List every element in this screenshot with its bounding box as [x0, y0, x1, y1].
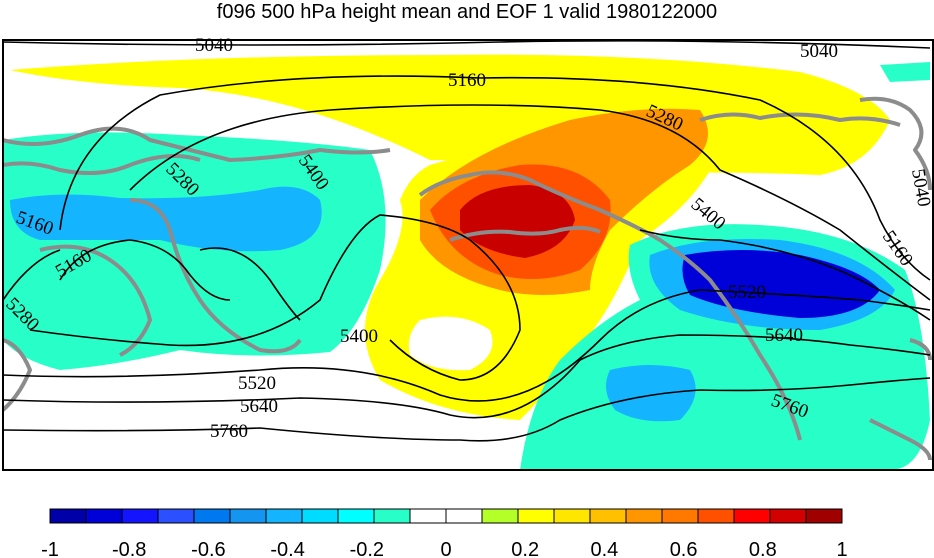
colorbar-swatch: [229, 508, 267, 524]
colorbar-swatch: [553, 508, 591, 524]
contour-label: 5640: [240, 396, 278, 417]
colorbar-swatch: [769, 508, 807, 524]
colorbar-swatch: [373, 508, 411, 524]
colorbar-swatch: [121, 508, 159, 524]
colorbar-swatch: [193, 508, 231, 524]
colorbar-tick-label: 0.6: [670, 539, 698, 558]
contour-5160-inner: [59, 239, 231, 301]
contour-label: 5520: [728, 282, 766, 303]
colorbar-swatch: [733, 508, 771, 524]
colorbar-tick-label: 1: [836, 539, 847, 558]
shade-darkred: [460, 185, 575, 258]
colorbar-tick-labels: -1 -0.8 -0.6 -0.4 -0.2 0 0.2 0.4 0.6 0.8 1: [41, 539, 847, 558]
plot-frame: [2, 39, 934, 471]
colorbar-swatch: [85, 508, 123, 524]
coastlines: [3, 96, 932, 461]
colorbar-tick-label: 0.2: [511, 539, 539, 558]
shade-negative-topright: [880, 62, 930, 82]
colorbar-tick-label: 0: [440, 539, 451, 558]
colorbar-swatch: [697, 508, 735, 524]
contour-label: 5400: [340, 326, 378, 347]
shade-negative-bottom: [606, 365, 696, 422]
contour-5160: [59, 75, 931, 281]
contour-label: 5520: [238, 373, 276, 394]
colorbar-swatch: [337, 508, 375, 524]
colorbar-swatch: [157, 508, 195, 524]
colorbar-swatch: [49, 508, 87, 524]
colorbar-tick-label: -1: [41, 539, 59, 558]
colorbar-tick-label: -0.2: [350, 539, 384, 558]
colorbar-swatch: [805, 508, 843, 524]
contour-5760: [3, 377, 931, 442]
contour-5520: [3, 289, 931, 402]
colorbar-swatch: [409, 508, 447, 524]
contour-5400: [29, 214, 931, 381]
colorbar-swatch: [661, 508, 699, 524]
colorbar-tick-label: 0.4: [590, 539, 618, 558]
colorbar-tick-label: -0.6: [191, 539, 225, 558]
colorbar-swatch: [445, 508, 483, 524]
contour-5280: [3, 104, 931, 301]
colorbar-swatch: [517, 508, 555, 524]
colorbar-swatch: [625, 508, 663, 524]
colorbar-swatch: [589, 508, 627, 524]
height-contours: [3, 40, 931, 442]
contour-5640: [3, 334, 931, 419]
contour-label: 5760: [210, 421, 248, 442]
colorbar-swatch: [265, 508, 303, 524]
contour-label: 5160: [448, 70, 486, 91]
contour-5040: [3, 40, 931, 49]
contour-5280-inner: [199, 247, 301, 321]
contour-label: 5040: [800, 41, 838, 62]
colorbar-swatch: [481, 508, 519, 524]
contour-label: 5640: [765, 325, 803, 346]
map-title: f096 500 hPa height mean and EOF 1 valid…: [216, 1, 718, 23]
shade-neutral-hole: [408, 316, 493, 371]
colorbar-tick-label: -0.4: [270, 539, 304, 558]
contour-label: 5040: [907, 167, 934, 208]
colorbar-swatch: [301, 508, 339, 524]
colorbar: [49, 508, 843, 524]
contour-label: 5040: [195, 35, 233, 56]
colorbar-tick-label: -0.8: [112, 539, 146, 558]
colorbar-tick-label: 0.8: [749, 539, 777, 558]
